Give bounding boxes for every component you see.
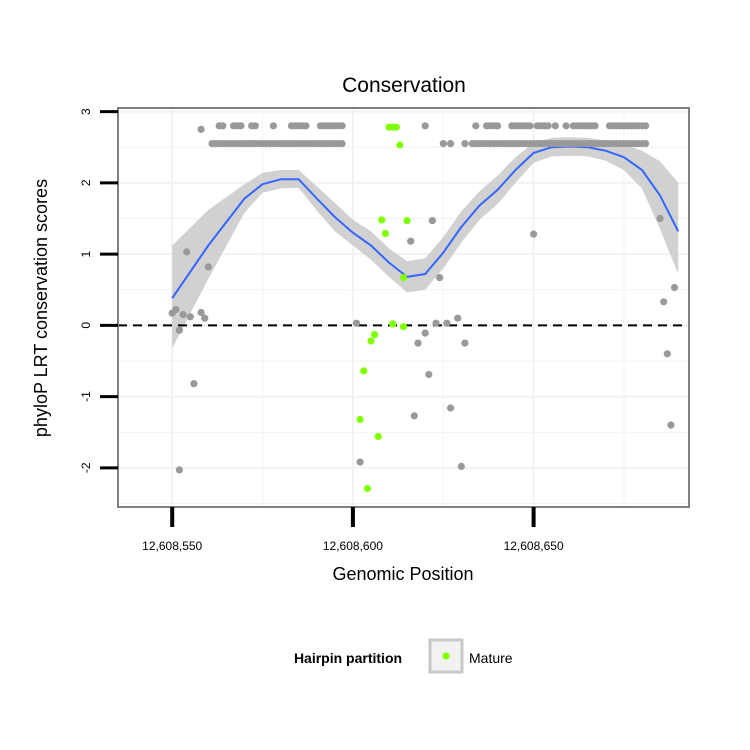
- mature-point: [367, 337, 375, 345]
- other-point: [446, 140, 455, 148]
- mature-point: [399, 323, 408, 331]
- other-point: [428, 217, 436, 225]
- panel-background: [118, 108, 689, 507]
- other-point: [425, 370, 433, 379]
- other-point: [237, 122, 245, 130]
- x-tick-label: 12,608,550: [142, 539, 202, 553]
- mature-point: [396, 141, 404, 149]
- other-point: [454, 314, 462, 322]
- y-tick-label: -1: [79, 391, 93, 402]
- x-tick-label: 12,608,650: [504, 539, 564, 553]
- y-tick-label: 2: [79, 179, 93, 186]
- mature-point: [381, 229, 389, 237]
- legend-title: Hairpin partition: [294, 650, 402, 666]
- other-point: [670, 283, 679, 292]
- other-point: [667, 421, 675, 429]
- y-tick-label: -2: [79, 462, 93, 473]
- other-point: [439, 140, 447, 148]
- other-point: [407, 237, 415, 245]
- other-point: [461, 140, 469, 148]
- other-point: [175, 326, 183, 334]
- other-point: [269, 122, 277, 130]
- y-tick-label: 3: [79, 108, 93, 115]
- plot-panel: [117, 107, 690, 508]
- other-point: [251, 122, 259, 130]
- other-point: [562, 122, 570, 130]
- other-point: [526, 122, 534, 130]
- other-point: [432, 319, 440, 327]
- other-point: [642, 140, 650, 148]
- other-point: [642, 122, 650, 130]
- other-point: [175, 466, 183, 474]
- other-point: [544, 122, 552, 130]
- y-tick-label: 0: [79, 322, 93, 329]
- chart-title: Conservation: [342, 74, 466, 97]
- gridlines: [118, 108, 689, 507]
- other-point: [302, 122, 310, 130]
- other-point: [338, 122, 346, 130]
- other-point: [414, 339, 422, 347]
- other-point: [421, 329, 429, 337]
- other-point: [461, 339, 469, 347]
- mature-point: [392, 123, 400, 131]
- legend: Hairpin partition Mature: [294, 638, 513, 674]
- mature-point: [371, 331, 379, 339]
- other-point: [660, 298, 668, 306]
- panel-border: [117, 107, 690, 508]
- x-axis: 12,608,550 12,608,600 12,608,650: [142, 507, 564, 553]
- other-point: [446, 404, 455, 412]
- mature-point: [403, 217, 411, 225]
- other-point: [663, 350, 671, 358]
- mature-point: [389, 320, 397, 328]
- smooth-line-layer: [171, 145, 680, 299]
- y-tick-label: 1: [79, 250, 93, 257]
- other-point: [421, 122, 429, 130]
- mature-point: [363, 484, 371, 493]
- other-point: [197, 125, 205, 133]
- other-point: [172, 306, 180, 314]
- smooth-confidence-band-layer: [172, 137, 679, 349]
- x-tick-label: 12,608,600: [323, 539, 383, 553]
- data-points: [168, 122, 679, 493]
- mature-point: [399, 274, 408, 282]
- x-axis-label: Genomic Position: [332, 564, 473, 584]
- y-axis-label: phyloP LRT conservation scores: [31, 179, 51, 437]
- y-axis: -2 -1 0 1 2 3: [79, 108, 118, 473]
- other-point: [493, 122, 502, 130]
- legend-label-mature: Mature: [469, 650, 513, 666]
- other-point: [443, 319, 451, 327]
- other-point: [656, 214, 664, 222]
- smooth-confidence-band: [172, 137, 679, 349]
- other-point: [183, 248, 191, 256]
- smooth-line: [171, 145, 680, 299]
- other-point: [338, 140, 346, 148]
- other-point: [551, 122, 559, 130]
- other-point: [190, 380, 198, 388]
- other-point: [472, 122, 480, 130]
- mature-point: [360, 367, 368, 375]
- legend-key-mature-point: [442, 652, 450, 660]
- mature-point: [374, 432, 382, 441]
- other-point: [591, 122, 599, 130]
- other-point: [352, 319, 361, 327]
- other-point: [204, 263, 212, 271]
- mature-point: [378, 216, 386, 224]
- mature-point: [356, 415, 364, 423]
- other-point: [410, 412, 418, 420]
- other-point: [186, 313, 194, 321]
- other-point: [197, 308, 205, 317]
- other-point: [436, 274, 444, 282]
- other-point: [457, 462, 465, 470]
- other-point: [179, 311, 187, 319]
- other-point: [530, 230, 538, 238]
- other-point: [356, 458, 364, 466]
- other-point: [219, 122, 227, 130]
- other-point: [201, 314, 209, 322]
